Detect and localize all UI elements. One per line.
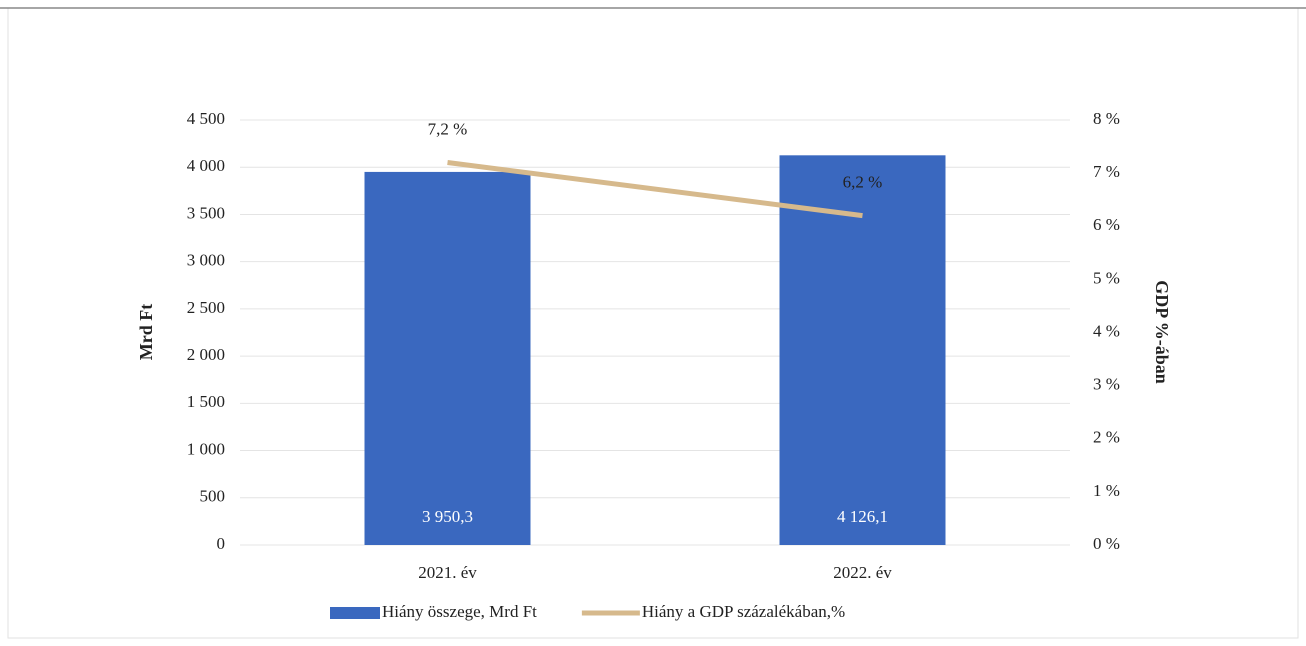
y-tick-label: 2 000 [187, 345, 225, 364]
data-label: 3 950,3 [422, 507, 473, 526]
y-tick-label: 2 500 [187, 298, 225, 317]
y2-tick-label: 4 % [1093, 321, 1120, 340]
legend-label: Hiány a GDP százalékában,% [642, 602, 845, 621]
y2-tick-label: 5 % [1093, 268, 1120, 287]
y-tick-label: 1 500 [187, 392, 225, 411]
y2-axis-title: GDP %-ában [1152, 280, 1172, 384]
bar [364, 171, 531, 545]
y2-tick-label: 3 % [1093, 375, 1120, 394]
data-label: 6,2 % [843, 173, 883, 192]
y-tick-label: 0 [217, 534, 226, 553]
y-tick-label: 3 000 [187, 251, 225, 270]
y-tick-label: 4 500 [187, 109, 225, 128]
y-tick-label: 4 000 [187, 156, 225, 175]
y2-tick-label: 0 % [1093, 534, 1120, 553]
y-tick-label: 1 000 [187, 439, 225, 458]
y-axis-title: Mrd Ft [136, 304, 156, 360]
y2-tick-label: 1 % [1093, 481, 1120, 500]
y-tick-label: 3 500 [187, 203, 225, 222]
y-tick-label: 500 [200, 487, 226, 506]
x-tick-label: 2021. év [418, 563, 477, 582]
y2-tick-label: 2 % [1093, 428, 1120, 447]
y2-tick-label: 8 % [1093, 109, 1120, 128]
data-label: 7,2 % [428, 119, 468, 138]
y2-tick-label: 6 % [1093, 215, 1120, 234]
y2-tick-label: 7 % [1093, 162, 1120, 181]
x-tick-label: 2022. év [833, 563, 892, 582]
line [447, 160, 863, 219]
legend-label: Hiány összege, Mrd Ft [382, 602, 537, 621]
data-label: 4 126,1 [837, 507, 888, 526]
legend-swatch [330, 607, 380, 619]
bar [779, 155, 946, 545]
